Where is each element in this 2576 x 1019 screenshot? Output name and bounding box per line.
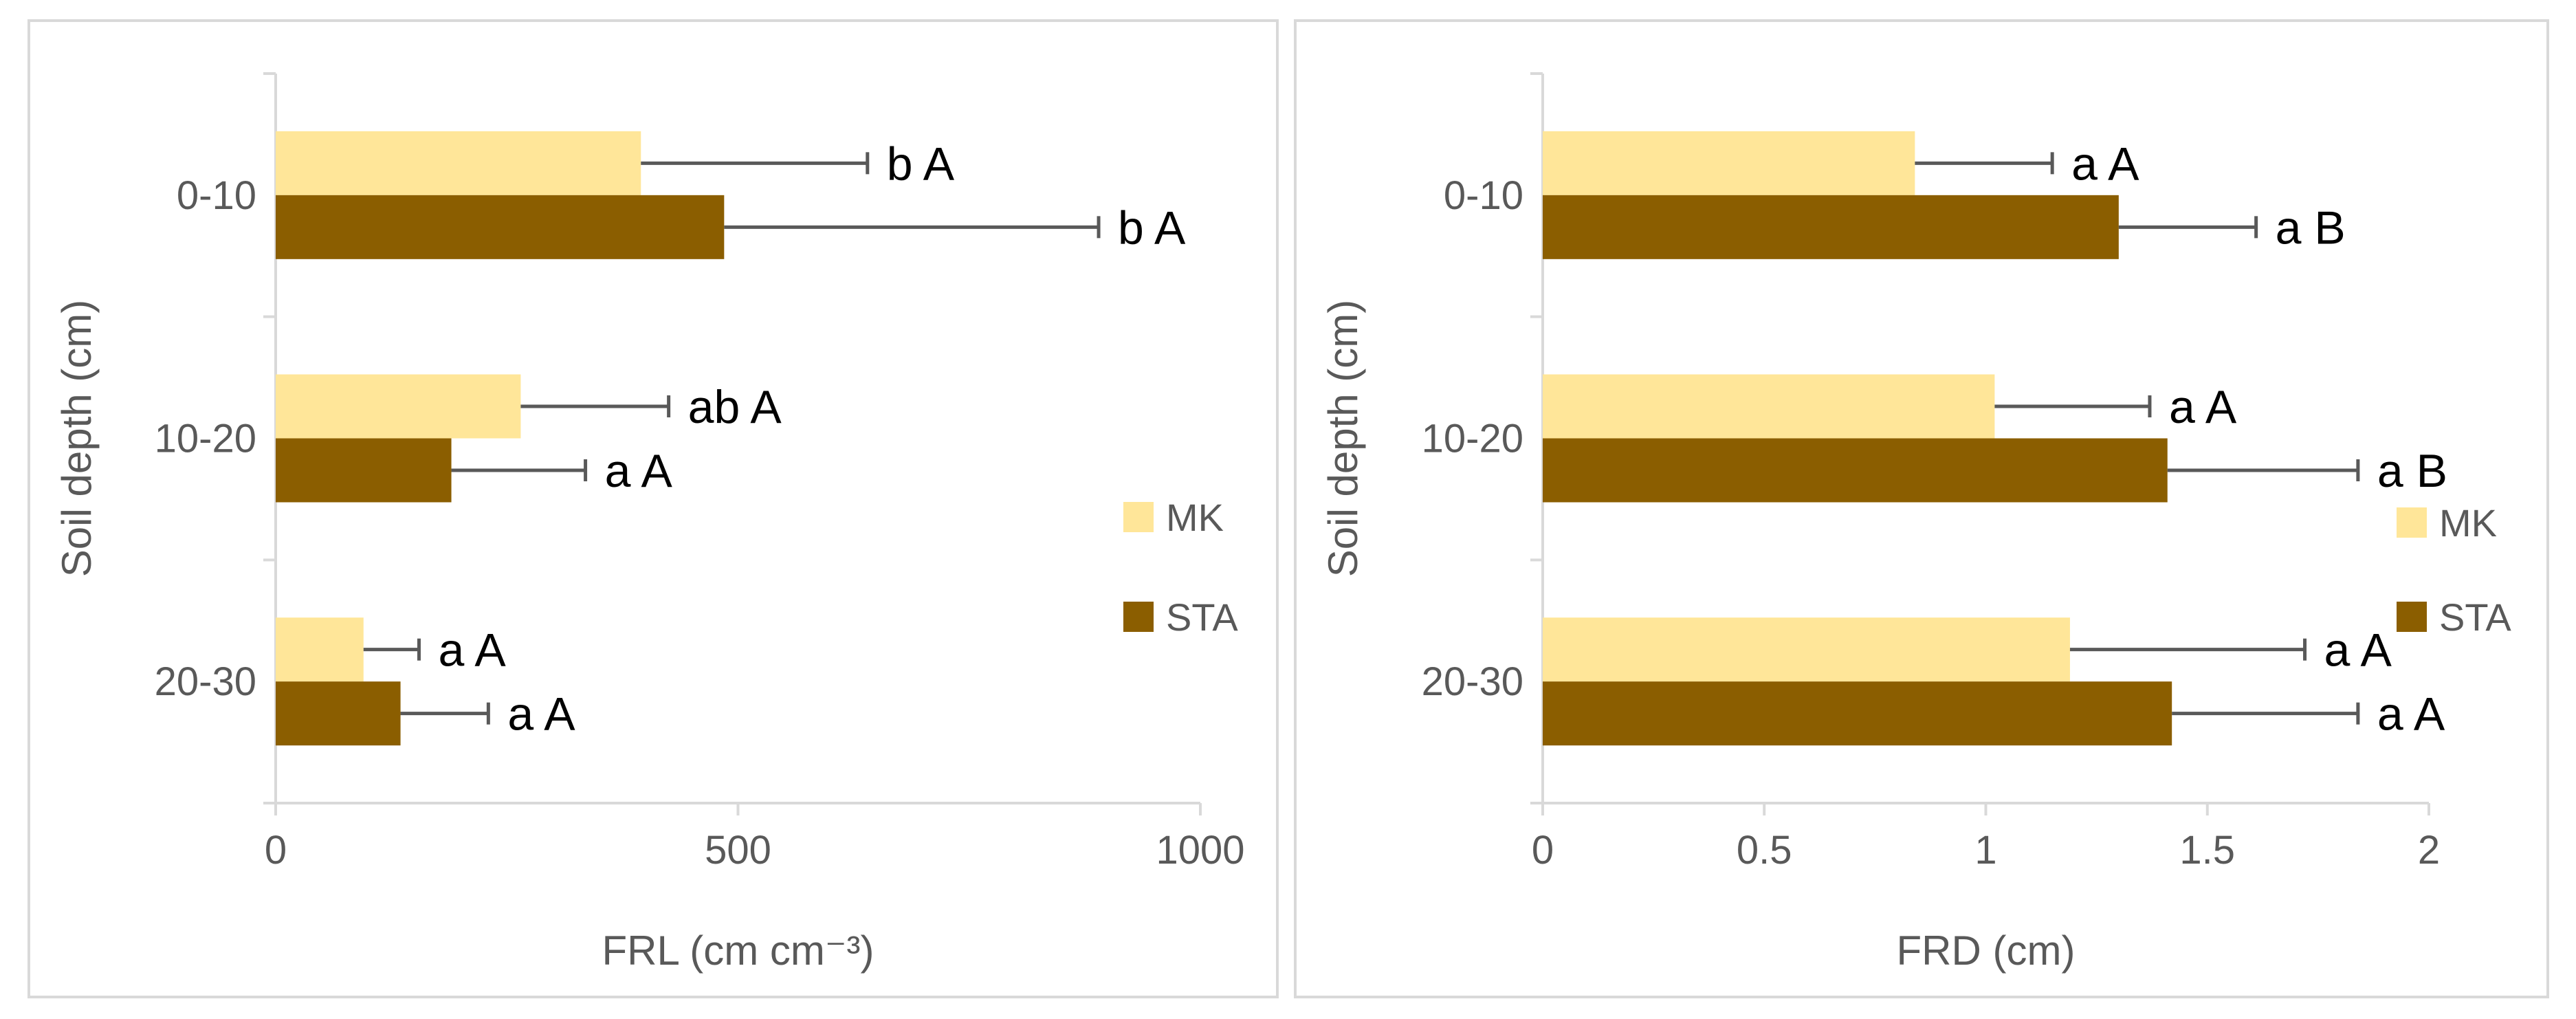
category-label: 20-30	[155, 659, 256, 704]
bar-mk	[1543, 617, 2070, 682]
category-label: 10-20	[1422, 417, 1523, 461]
significance-label: a A	[2324, 624, 2392, 677]
significance-label: b A	[1118, 201, 1186, 254]
significance-label: a A	[507, 688, 575, 741]
bar-mk	[276, 617, 364, 682]
x-tick-label: 500	[705, 828, 771, 873]
chart-panel-frd: 0 0.5 1 1.5 2 0-10 10-20 20-30 a A a B a A a B a A a …	[1294, 19, 2549, 998]
significance-label: a B	[2276, 201, 2346, 254]
category-label: 0-10	[1444, 173, 1523, 218]
legend-swatch-mk	[1123, 502, 1154, 532]
significance-label: b A	[887, 138, 955, 190]
significance-label: a A	[2071, 138, 2139, 190]
bar-sta	[276, 438, 452, 503]
significance-label: a B	[2377, 445, 2447, 497]
legend-label: MK	[1166, 496, 1224, 539]
x-tick-label: 1	[1974, 828, 1996, 873]
x-tick-label: 0.5	[1737, 828, 1792, 873]
x-tick-label: 0	[265, 828, 287, 873]
x-axis-title: FRL (cm cm⁻³)	[602, 928, 874, 974]
bar-sta	[1543, 195, 2119, 259]
bar-sta	[1543, 681, 2172, 746]
significance-label: a A	[605, 445, 673, 497]
bar-sta	[276, 195, 725, 259]
legend-swatch-sta	[2397, 602, 2427, 632]
significance-label: a A	[2377, 688, 2445, 741]
x-tick-label: 1000	[1156, 828, 1244, 873]
significance-label: a A	[2169, 381, 2237, 433]
significance-label: a A	[438, 624, 506, 677]
x-tick-label: 2	[2418, 828, 2440, 873]
bar-mk	[1543, 374, 1995, 439]
bar-mk	[276, 374, 521, 439]
legend-swatch-mk	[2397, 507, 2427, 538]
bar-sta	[276, 681, 401, 746]
x-tick-label: 1.5	[2179, 828, 2235, 873]
x-axis-title: FRD (cm)	[1897, 928, 2076, 974]
category-label: 0-10	[177, 173, 256, 218]
bar-mk	[1543, 131, 1915, 195]
category-label: 20-30	[1422, 659, 1523, 704]
x-tick-label: 0	[1532, 828, 1554, 873]
y-axis-title: Soil depth (cm)	[54, 300, 100, 577]
y-axis-title: Soil depth (cm)	[1320, 300, 1366, 577]
bar-mk	[276, 131, 641, 195]
bar-sta	[1543, 438, 2168, 503]
legend-label: STA	[1166, 595, 1238, 639]
legend-label: STA	[2439, 595, 2511, 639]
legend-label: MK	[2439, 501, 2497, 545]
frd-chart: 0 0.5 1 1.5 2 0-10 10-20 20-30 a A a B a A a B a A a …	[1320, 72, 2511, 974]
legend-swatch-sta	[1123, 602, 1154, 632]
category-label: 10-20	[155, 417, 256, 461]
significance-label: ab A	[688, 381, 782, 433]
